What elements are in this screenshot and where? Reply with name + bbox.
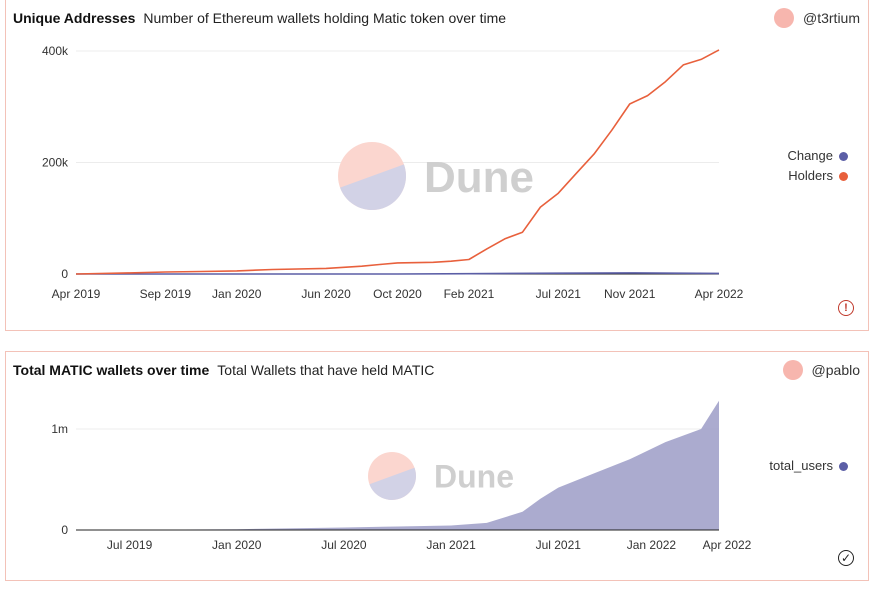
legend-item-total-users[interactable]: total_users <box>769 456 848 476</box>
x-tick-label: Oct 2020 <box>373 287 422 301</box>
y-tick-label: 1m <box>51 422 68 436</box>
legend-label: Change <box>787 148 833 163</box>
avatar <box>774 8 794 28</box>
x-tick-label: Apr 2022 <box>703 538 752 552</box>
legend-label: total_users <box>769 458 833 473</box>
chart-title[interactable]: Unique Addresses <box>13 10 136 26</box>
x-tick-label: Jul 2021 <box>536 538 582 552</box>
chart-subtitle: Number of Ethereum wallets holding Matic… <box>143 10 507 26</box>
chart-panel-unique-addresses: Unique Addresses Number of Ethereum walle… <box>5 0 869 331</box>
legend-swatch <box>839 151 848 161</box>
chart-legend: total_users <box>769 456 848 476</box>
panel-header: Unique Addresses Number of Ethereum walle… <box>13 10 506 26</box>
legend-swatch <box>839 171 848 181</box>
x-tick-label: Jan 2021 <box>426 538 476 552</box>
warning-icon[interactable]: ! <box>838 300 854 316</box>
x-tick-label: Jun 2020 <box>301 287 351 301</box>
watermark-logo-bottom <box>340 164 406 211</box>
watermark-text: Dune <box>434 459 514 495</box>
x-tick-label: Nov 2021 <box>604 287 656 301</box>
y-tick-label: 400k <box>42 44 69 58</box>
series-area-total-users <box>76 400 719 530</box>
panel-header: Total MATIC wallets over time Total Walle… <box>13 362 434 378</box>
x-tick-label: Jul 2019 <box>107 538 153 552</box>
watermark-text: Dune <box>424 153 534 202</box>
author-name[interactable]: @t3rtium <box>803 10 860 26</box>
legend-label: Holders <box>788 168 833 183</box>
line-chart: 0 200k 400k Dune Apr 2019 Sep 2019 Jan 2020 Jun… <box>42 44 744 301</box>
x-tick-label: Sep 2019 <box>140 287 192 301</box>
chart-subtitle: Total Wallets that have held MATIC <box>217 362 435 378</box>
chart-title[interactable]: Total MATIC wallets over time <box>13 362 210 378</box>
area-chart: 0 1m Dune Jul 2019 Jan 2020 Jul 2020 Jan 2021 J… <box>51 400 752 552</box>
x-tick-label: Jan 2022 <box>627 538 677 552</box>
chart-legend: Change Holders <box>787 146 848 186</box>
legend-item-change[interactable]: Change <box>787 146 848 166</box>
chart-panel-total-matic-wallets: Total MATIC wallets over time Total Walle… <box>5 351 869 581</box>
x-tick-label: Feb 2021 <box>444 287 495 301</box>
x-tick-label: Apr 2019 <box>52 287 101 301</box>
dune-watermark: Dune <box>338 142 534 211</box>
author-link[interactable]: @pablo <box>782 360 860 380</box>
x-tick-label: Jan 2020 <box>212 287 262 301</box>
y-tick-label: 0 <box>61 267 68 281</box>
y-tick-label: 0 <box>61 523 68 537</box>
author-link[interactable]: @t3rtium <box>774 8 860 28</box>
legend-swatch <box>839 461 848 471</box>
legend-item-holders[interactable]: Holders <box>787 166 848 186</box>
series-line-holders <box>75 49 720 275</box>
watermark-logo-bottom <box>369 467 416 500</box>
author-name[interactable]: @pablo <box>811 362 860 378</box>
y-tick-label: 200k <box>42 156 69 170</box>
avatar <box>782 360 803 380</box>
x-tick-label: Jul 2020 <box>321 538 367 552</box>
dune-watermark: Dune <box>368 452 514 500</box>
series-line-change <box>76 272 720 275</box>
x-tick-label: Apr 2022 <box>695 287 744 301</box>
check-circle-icon[interactable]: ✓ <box>838 550 854 566</box>
x-tick-label: Jul 2021 <box>536 287 582 301</box>
x-tick-label: Jan 2020 <box>212 538 262 552</box>
